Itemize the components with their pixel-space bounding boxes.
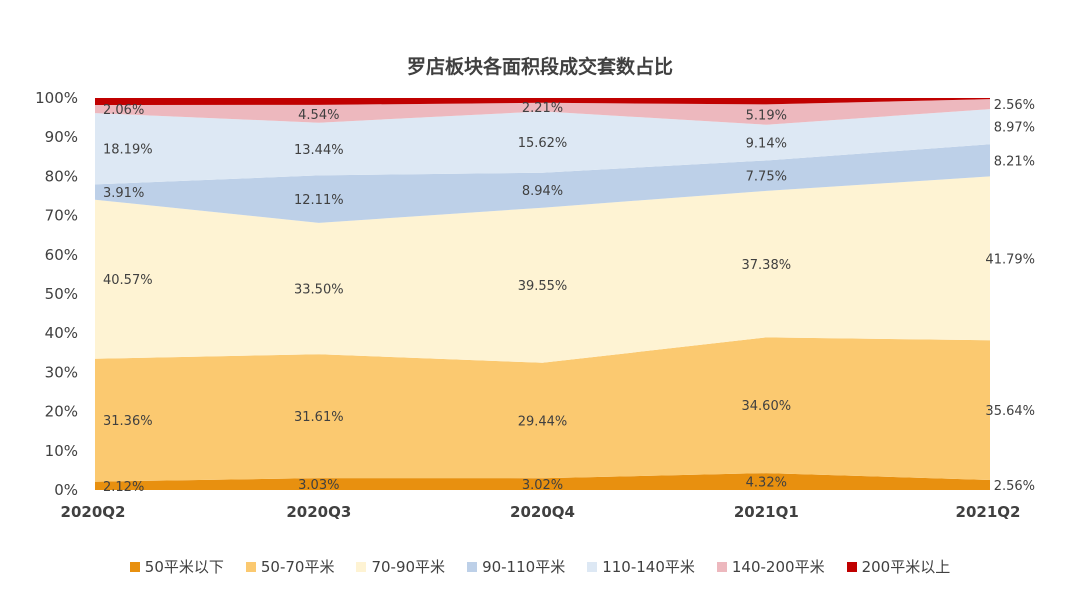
data-label: 35.64% [985,404,1035,419]
x-tick-label: 2021Q2 [956,503,1021,521]
legend-label: 70-90平米 [371,558,446,576]
data-label: 9.14% [746,137,787,152]
area-70-90平米 [95,176,990,363]
legend-label: 50-70平米 [260,558,335,576]
data-label: 7.75% [746,170,787,185]
data-label: 31.36% [103,414,153,429]
legend-item: 70-90平米 [356,556,445,577]
x-tick-label: 2020Q3 [286,503,351,521]
y-tick-label: 40% [45,324,78,342]
legend-label: 90-110平米 [482,558,566,576]
legend-label: 110-140平米 [602,558,695,576]
legend-swatch [587,561,598,572]
data-label: 31.61% [294,410,344,425]
data-label: 2.56% [994,479,1035,494]
area-layer [95,98,990,490]
data-label: 34.60% [742,399,792,414]
data-label: 3.03% [298,478,339,493]
legend-item: 110-140平米 [587,556,695,577]
data-label: 4.32% [746,476,787,491]
legend-label: 50平米以下 [144,558,224,576]
x-axis: 2020Q2 2020Q3 2020Q4 2021Q1 2021Q2 [61,503,1021,521]
legend-item: 50平米以下 [129,556,224,577]
data-label: 12.11% [294,193,344,208]
y-axis: 0% 10% 20% 30% 40% 50% 60% 70% 80% 90% 100% [35,89,78,499]
y-tick-label: 50% [45,285,78,303]
legend-swatch [129,561,140,572]
legend-swatch [467,561,478,572]
area-90-110平米 [95,144,990,223]
area-50平米以下 [95,473,990,490]
legend-item: 140-200平米 [716,556,825,577]
data-label: 41.79% [985,252,1035,267]
data-label: 8.94% [522,184,563,199]
data-label: 4.54% [298,108,339,123]
area-50-70平米 [95,337,990,482]
legend-swatch [846,561,857,572]
data-label: 13.44% [294,143,344,158]
x-tick-label: 2021Q1 [734,503,799,521]
y-tick-label: 60% [45,246,78,264]
y-tick-label: 30% [45,363,78,381]
data-label: 15.62% [518,136,568,151]
x-tick-label: 2020Q2 [61,503,126,521]
area-200平米以上 [95,98,990,105]
legend-swatch [716,561,727,572]
y-tick-label: 20% [45,403,78,421]
legend-item: 50-70平米 [245,556,335,577]
data-label: 29.44% [518,415,568,430]
chart-title: 罗店板块各面积段成交套数占比 [406,56,673,78]
y-tick-label: 0% [54,481,78,499]
area-110-140平米 [95,109,990,185]
data-label: 40.57% [103,273,153,288]
data-label: 5.19% [746,109,787,124]
y-tick-label: 80% [45,167,78,185]
y-tick-label: 100% [35,89,78,107]
legend-item: 90-110平米 [467,556,565,577]
data-label: 18.19% [103,143,153,158]
data-label: 37.38% [742,258,792,273]
data-label: 3.91% [103,186,144,201]
y-tick-label: 90% [45,128,78,146]
data-label: 3.02% [522,478,563,493]
data-label: 8.21% [994,154,1035,169]
data-label: 33.50% [294,283,344,298]
data-label: 39.55% [518,279,568,294]
legend-label: 140-200平米 [731,558,825,576]
stacked-area-chart: 0% 10% 20% 30% 40% 50% 60% 70% 80% 90% 100% 2020Q2… [35,89,1035,521]
area-140-200平米 [95,99,990,125]
data-label: 2.12% [103,480,144,495]
data-label-layer: 2.12% 3.03% 3.02% 4.32% 2.56% 31.36% 31.61% 29.… [103,98,1035,495]
legend-label: 200平米以上 [861,558,951,576]
legend-item: 200平米以上 [846,556,951,577]
legend-swatch [356,561,367,572]
data-label: 8.97% [994,121,1035,136]
y-tick-label: 10% [45,442,78,460]
legend: 50平米以下 50-70平米 70-90平米 90-110平米 110-140平米 140… [0,556,1080,577]
data-label: 2.56% [994,98,1035,113]
y-tick-label: 70% [45,207,78,225]
data-label: 2.21% [522,101,563,116]
legend-swatch [245,561,256,572]
x-tick-label: 2020Q4 [510,503,575,521]
data-label: 2.06% [103,103,144,118]
